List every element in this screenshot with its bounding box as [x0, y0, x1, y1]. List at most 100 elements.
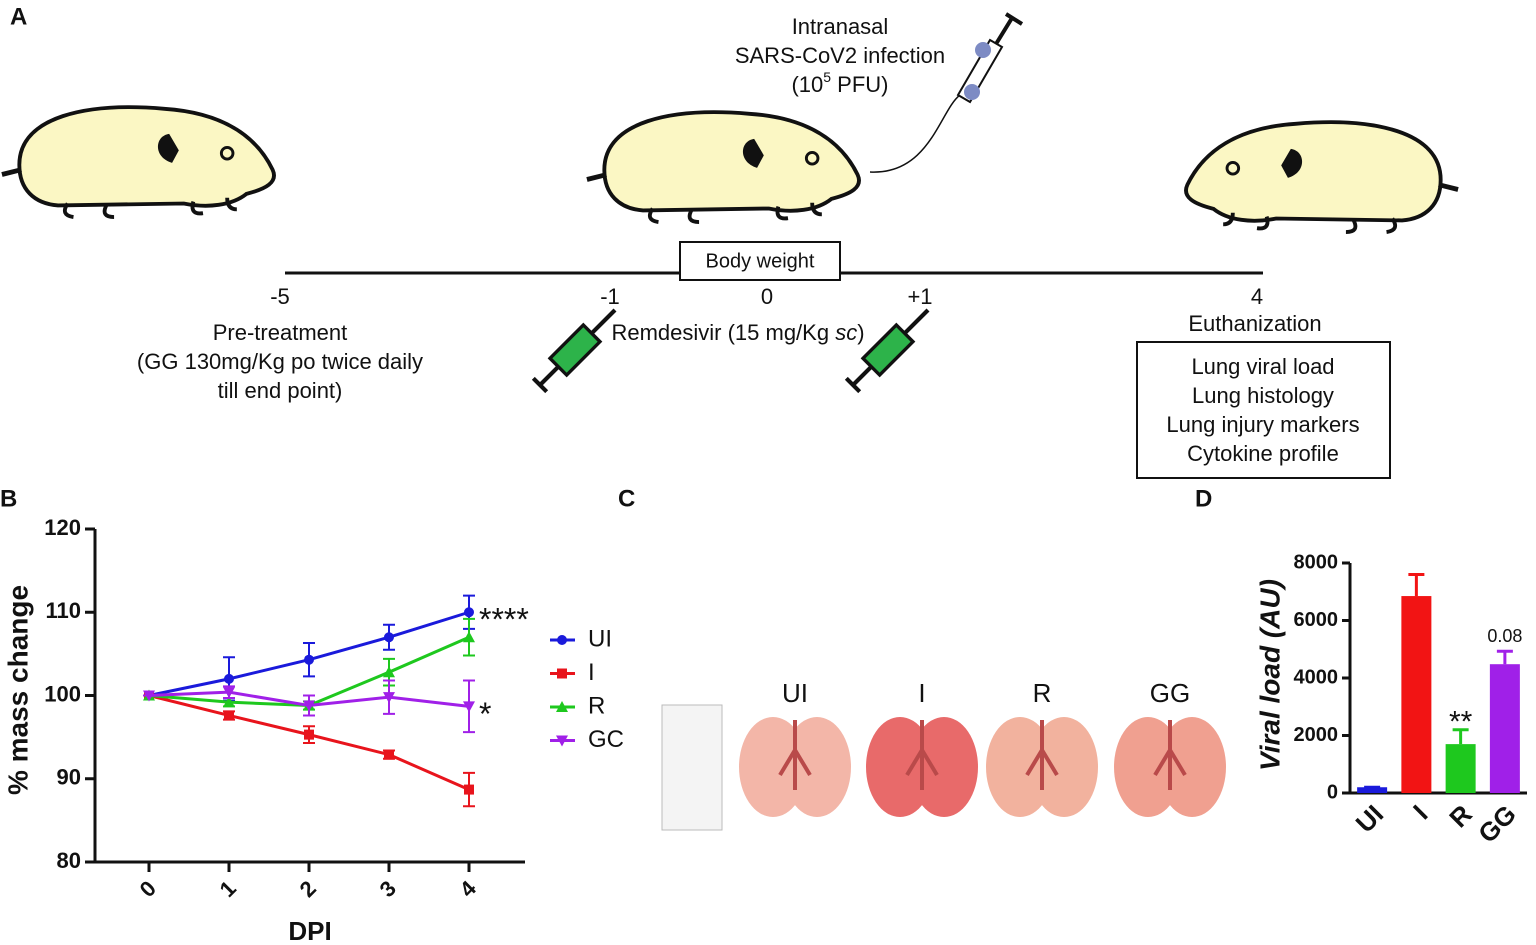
label: Remdesivir (15 mg/Kg [611, 320, 835, 345]
x-tick-label: 1 [215, 876, 241, 902]
marker [223, 687, 235, 699]
y-tick-label: 120 [44, 515, 81, 540]
annotation: **** [479, 602, 529, 638]
bar [1445, 744, 1476, 793]
legend-marker [557, 635, 567, 645]
label: sc [835, 320, 857, 345]
label: Intranasal [792, 14, 889, 39]
panel-c: UI I R GG [661, 678, 1226, 831]
y-tick-label: 100 [44, 681, 81, 706]
lung [1030, 717, 1098, 817]
marker [383, 692, 395, 704]
panel-label: D [1195, 485, 1212, 512]
marker [224, 673, 234, 684]
panel-a: A Intranasal SARS-CoV2 infection (105 PF… [2, 3, 1458, 479]
ruler [661, 704, 723, 831]
marker [384, 632, 394, 643]
marker [463, 701, 475, 713]
airway [1153, 720, 1187, 790]
photo-label: I [918, 678, 925, 708]
guinea-pig [2, 107, 274, 217]
legend-label: UI [588, 625, 612, 652]
y-axis-label: % mass change [2, 585, 33, 795]
airway [905, 720, 939, 790]
y-tick-label: 2000 [1294, 724, 1339, 746]
y-axis-label: Viral load (AU) [1254, 579, 1285, 771]
label: (GG 130mg/Kg po twice daily [137, 349, 423, 374]
label: Cytokine profile [1187, 441, 1339, 466]
legend-marker [556, 701, 568, 712]
marker [223, 696, 235, 708]
virus [975, 42, 991, 58]
panel-label: C [618, 485, 635, 512]
marker [224, 710, 234, 721]
x-axis-label: DPI [288, 916, 331, 945]
label: PFU) [831, 72, 888, 97]
panel-label: B [0, 485, 17, 512]
timeline-label: 0 [761, 284, 773, 309]
photo-label: UI [782, 678, 808, 708]
x-tick-label: I [1407, 799, 1433, 825]
syringe-plunger [994, 12, 1024, 46]
lung [1158, 717, 1226, 817]
timeline-label: -5 [270, 284, 290, 309]
label: Lung injury markers [1166, 412, 1359, 437]
annotation: * [479, 696, 491, 732]
label: till end point) [218, 378, 343, 403]
y-tick-label: 80 [57, 848, 81, 873]
tube [869, 94, 961, 173]
annotation: 0.08 [1487, 626, 1522, 646]
legend-label: I [588, 659, 595, 686]
y-tick-label: 8000 [1294, 551, 1339, 573]
guinea-pig [587, 112, 859, 222]
label: ) [857, 320, 864, 345]
y-tick-label: 4000 [1294, 666, 1339, 688]
bar [1357, 787, 1388, 793]
bar [1401, 596, 1432, 793]
box [1136, 341, 1391, 479]
error-bar [1452, 728, 1469, 745]
marker [303, 700, 315, 712]
lung [783, 717, 851, 817]
label: Remdesivir (15 mg/Kg sc) [611, 320, 864, 345]
marker [304, 729, 314, 740]
marker [384, 749, 394, 760]
syringe [533, 310, 615, 392]
error-bar [1408, 573, 1425, 597]
box [679, 241, 841, 281]
timeline-label: -1 [600, 284, 620, 309]
lung [910, 717, 978, 817]
timeline-label: +1 [907, 284, 932, 309]
annotation: ** [1449, 706, 1473, 739]
marker [463, 631, 475, 643]
marker [464, 607, 474, 618]
legend-label: R [588, 692, 605, 719]
label: (105 PFU) [791, 69, 888, 97]
x-tick-label: GG [1472, 799, 1522, 849]
photo-label: R [1033, 678, 1052, 708]
x-tick-label: 2 [295, 876, 321, 902]
airway [778, 720, 812, 790]
guinea-pig [1186, 122, 1458, 232]
virus [964, 84, 980, 100]
label: Euthanization [1188, 311, 1321, 336]
error-bar [1496, 649, 1513, 665]
label: Lung viral load [1191, 354, 1334, 379]
label: Pre-treatment [213, 320, 348, 345]
label: 5 [823, 69, 831, 85]
marker [464, 784, 474, 795]
y-tick-label: 6000 [1294, 609, 1339, 631]
x-tick-label: UI [1350, 799, 1390, 839]
timeline-label: 4 [1251, 284, 1263, 309]
label: Body weight [706, 250, 815, 272]
x-tick-label: 3 [375, 876, 401, 902]
photo-label: GG [1150, 678, 1190, 708]
bar [1489, 664, 1520, 793]
y-tick-label: 110 [46, 598, 82, 623]
marker [143, 690, 155, 702]
marker [304, 654, 314, 665]
airway [1025, 720, 1059, 790]
label: Lung histology [1192, 383, 1334, 408]
legend-label: GC [588, 726, 624, 753]
